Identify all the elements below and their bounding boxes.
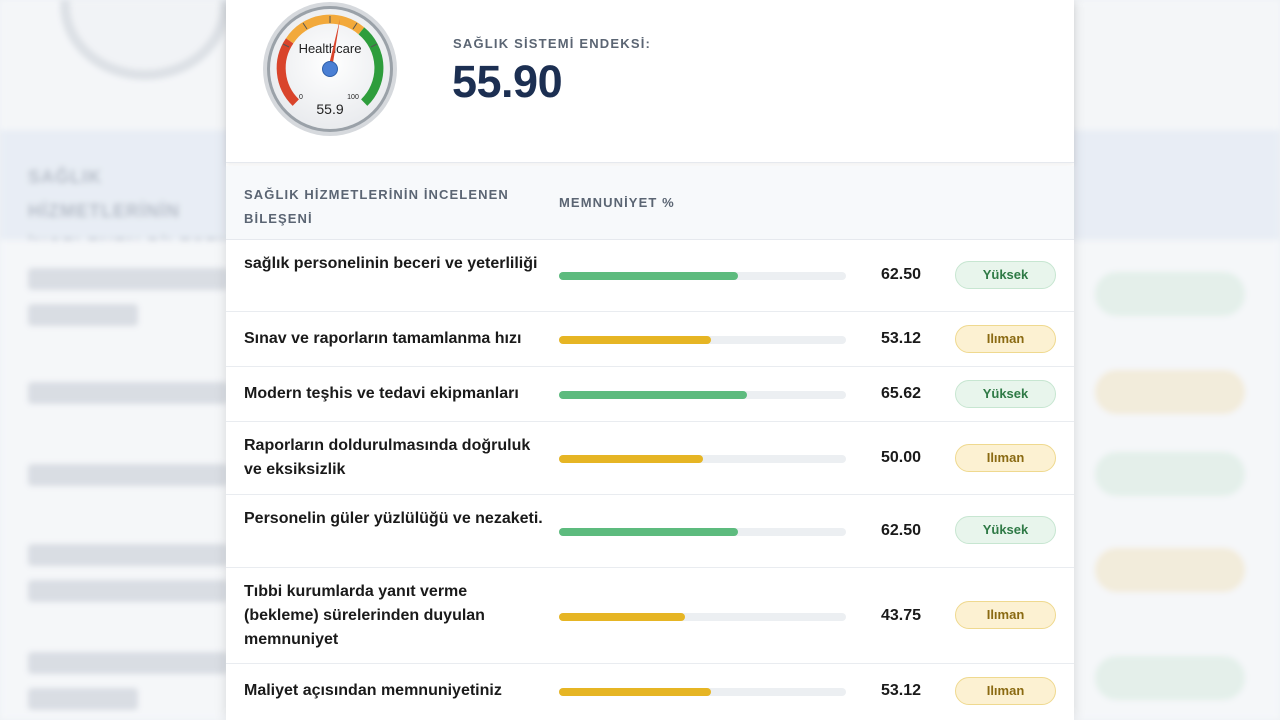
background-row-line — [28, 382, 228, 404]
level-badge: Yüksek — [955, 380, 1056, 408]
background-badge — [1095, 452, 1245, 496]
gauge-max-label: 100 — [347, 94, 359, 101]
table-row: sağlık personelinin beceri ve yeterliliğ… — [226, 240, 1074, 312]
table-row: Personelin güler yüzlülüğü ve nezaketi. … — [226, 495, 1074, 568]
health-index-card: Healthcare 0 100 55.9 SAĞLIK SİSTEMİ END… — [226, 0, 1074, 720]
row-label: Sınav ve raporların tamamlanma hızı — [244, 330, 522, 347]
satisfaction-bar-fill — [559, 391, 748, 399]
satisfaction-bar — [559, 391, 846, 399]
background-badge — [1095, 548, 1245, 592]
background-badge — [1095, 656, 1245, 700]
level-badge: Ilıman — [955, 601, 1056, 629]
satisfaction-value: 53.12 — [880, 330, 921, 347]
satisfaction-value: 65.62 — [880, 385, 921, 402]
level-badge: Ilıman — [955, 325, 1056, 353]
background-row-line — [28, 464, 228, 486]
satisfaction-value: 62.50 — [880, 266, 921, 283]
index-value: 55.90 — [452, 56, 563, 107]
column-header-satisfaction: MEMNUNİYET % — [559, 195, 675, 210]
gauge-value-label: 55.9 — [316, 101, 343, 117]
background-row-line — [28, 688, 138, 710]
table-row: Modern teşhis ve tedavi ekipmanları 65.6… — [226, 367, 1074, 422]
satisfaction-bar — [559, 336, 846, 344]
satisfaction-bar — [559, 613, 846, 621]
index-label: SAĞLIK SİSTEMİ ENDEKSİ: — [453, 36, 652, 51]
satisfaction-bar-fill — [559, 528, 739, 536]
satisfaction-value: 43.75 — [880, 607, 921, 624]
row-label: Modern teşhis ve tedavi ekipmanları — [244, 385, 519, 402]
level-badge: Ilıman — [955, 444, 1056, 472]
column-header-component: SAĞLIK HİZMETLERİNİN İNCELENEN BİLEŞENİ — [244, 187, 509, 226]
row-label: Tıbbi kurumlarda yanıt verme (bekleme) s… — [244, 583, 485, 648]
background-badge — [1095, 370, 1245, 414]
table-row: Raporların doldurulmasında doğruluk ve e… — [226, 422, 1074, 495]
satisfaction-bar-fill — [559, 455, 703, 463]
gauge-min-label: 0 — [299, 94, 303, 101]
satisfaction-bar — [559, 528, 846, 536]
table-header: SAĞLIK HİZMETLERİNİN İNCELENEN BİLEŞENİ … — [226, 166, 1074, 240]
gauge-needle — [328, 19, 340, 69]
background-badge — [1095, 272, 1245, 316]
satisfaction-value: 62.50 — [880, 522, 921, 539]
background-row-line — [28, 652, 228, 674]
background-row-line — [28, 544, 228, 566]
gauge-hub — [322, 61, 338, 77]
gauge-red-band — [276, 38, 300, 106]
gauge-orange-band — [285, 14, 365, 44]
background-row-line — [28, 268, 228, 290]
satisfaction-bar-fill — [559, 688, 712, 696]
speedometer-gauge-icon: Healthcare 0 100 55.9 — [261, 0, 399, 138]
gauge-title: Healthcare — [299, 41, 362, 56]
background-row-line — [28, 580, 228, 602]
background-row-line — [28, 304, 138, 326]
level-badge: Yüksek — [955, 516, 1056, 544]
table-row: Tıbbi kurumlarda yanıt verme (bekleme) s… — [226, 568, 1074, 664]
satisfaction-bar — [559, 688, 846, 696]
satisfaction-bar-fill — [559, 272, 739, 280]
satisfaction-bar — [559, 272, 846, 280]
satisfaction-bar — [559, 455, 846, 463]
gauge-green-band — [358, 27, 384, 106]
score-panel: Healthcare 0 100 55.9 SAĞLIK SİSTEMİ END… — [226, 0, 1074, 163]
satisfaction-value: 50.00 — [880, 449, 921, 466]
table-row: Maliyet açısından memnuniyetiniz 53.12 I… — [226, 664, 1074, 720]
row-label: Personelin güler yüzlülüğü ve nezaketi. — [244, 510, 543, 527]
row-label: Maliyet açısından memnuniyetiniz — [244, 682, 502, 699]
satisfaction-bar-fill — [559, 336, 712, 344]
row-label: Raporların doldurulmasında doğruluk ve e… — [244, 437, 531, 478]
level-badge: Ilıman — [955, 677, 1056, 705]
satisfaction-value: 53.12 — [880, 682, 921, 699]
satisfaction-bar-fill — [559, 613, 685, 621]
row-label: sağlık personelinin beceri ve yeterliliğ… — [244, 255, 538, 272]
table-row: Sınav ve raporların tamamlanma hızı 53.1… — [226, 312, 1074, 367]
level-badge: Yüksek — [955, 261, 1056, 289]
